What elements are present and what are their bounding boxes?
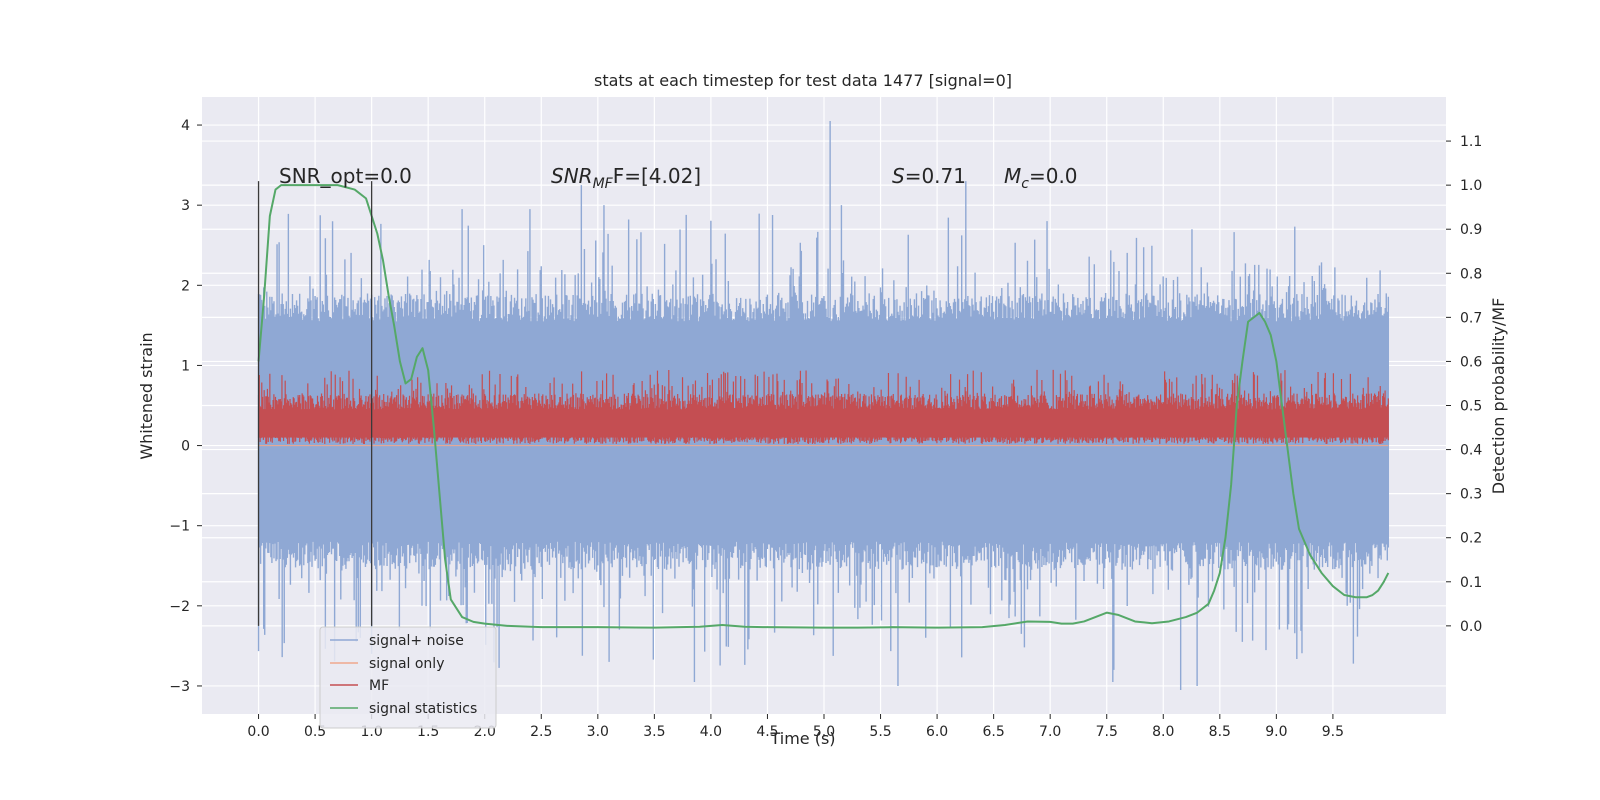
right-tick-label: 0.2 — [1460, 531, 1482, 547]
right-tick-label: 0.0 — [1460, 619, 1482, 635]
legend: signal+ noise signal only MF signal stat… — [319, 626, 497, 729]
signal-statistics-line — [257, 184, 1390, 629]
legend-label-signal-noise: signal+ noise — [369, 633, 464, 649]
x-tick-label: 8.5 — [1209, 724, 1231, 740]
x-axis-label: Time (s) — [769, 729, 835, 748]
y-axis-ticks: −3 −2 −1 0 1 2 3 4 — [169, 118, 202, 695]
right-tick-label: 0.7 — [1460, 310, 1482, 326]
s-value: =0.71 — [905, 164, 966, 188]
y-tick-label: 2 — [181, 278, 190, 294]
y-tick-label: 0 — [181, 439, 190, 455]
mc-value: =0.0 — [1029, 164, 1078, 188]
snr-mf-annotation: SNRMFF=[4.02] — [551, 164, 701, 192]
x-tick-label: 8.0 — [1152, 724, 1174, 740]
signal-noise-core — [258, 361, 1389, 538]
right-tick-label: 0.8 — [1460, 266, 1482, 282]
right-axis-label: Detection probability/MF — [1489, 298, 1508, 495]
mc-label: M — [1004, 164, 1021, 188]
snr-opt-annotation: SNR_opt=0.0 — [279, 164, 412, 188]
s-annotation: S=0.71 — [892, 164, 966, 188]
x-tick-label: 3.0 — [587, 724, 609, 740]
legend-label-signal-only: signal only — [369, 656, 444, 672]
chart-title: stats at each timestep for test data 147… — [594, 71, 1012, 90]
right-tick-label: 0.5 — [1460, 399, 1482, 415]
mf-core — [258, 409, 1389, 438]
snr-mf-sub: MF — [593, 176, 614, 192]
x-tick-label: 6.5 — [983, 724, 1005, 740]
legend-label-signal-statistics: signal statistics — [369, 701, 477, 717]
x-tick-label: 3.5 — [643, 724, 665, 740]
right-tick-label: 0.1 — [1460, 575, 1482, 591]
x-tick-label: 2.5 — [530, 724, 552, 740]
right-tick-label: 0.4 — [1460, 443, 1482, 459]
x-tick-label: 4.5 — [756, 724, 778, 740]
y-axis-label: Whitened strain — [137, 332, 156, 459]
right-tick-label: 1.1 — [1460, 134, 1482, 150]
right-axis-ticks: 0.0 0.1 0.2 0.3 0.4 0.5 0.6 0.7 0.8 0.9 1.0 1.1 — [1446, 134, 1482, 635]
x-tick-label: 5.5 — [869, 724, 891, 740]
s-label: S — [892, 164, 905, 188]
snr-mf-suffix: F=[4.02] — [613, 164, 701, 188]
x-tick-label: 0.0 — [247, 724, 269, 740]
signal-statistics-series — [257, 184, 1390, 629]
marker-lines — [257, 181, 373, 626]
right-tick-label: 0.6 — [1460, 354, 1482, 370]
right-tick-label: 0.3 — [1460, 487, 1482, 503]
mc-annotation: Mc=0.0 — [1004, 164, 1078, 192]
y-tick-label: 4 — [181, 118, 190, 134]
x-tick-label: 6.0 — [926, 724, 948, 740]
y-tick-label: 1 — [181, 358, 190, 374]
y-tick-label: 3 — [181, 198, 190, 214]
right-tick-label: 0.9 — [1460, 222, 1482, 238]
x-tick-label: 7.0 — [1039, 724, 1061, 740]
x-tick-label: 7.5 — [1096, 724, 1118, 740]
x-tick-label: 9.5 — [1322, 724, 1344, 740]
mc-sub: c — [1021, 176, 1029, 192]
legend-label-mf: MF — [369, 678, 389, 694]
y-tick-label: −2 — [169, 599, 190, 615]
x-tick-label: 4.0 — [700, 724, 722, 740]
y-tick-label: −3 — [169, 679, 190, 695]
snr-mf-prefix: SNR — [551, 164, 593, 188]
y-tick-label: −1 — [169, 519, 190, 535]
right-tick-label: 1.0 — [1460, 178, 1482, 194]
x-tick-label: 5.0 — [813, 724, 835, 740]
x-tick-label: 0.5 — [304, 724, 326, 740]
mf-series — [257, 369, 1389, 444]
x-tick-label: 9.0 — [1265, 724, 1287, 740]
legend-box — [319, 626, 497, 729]
